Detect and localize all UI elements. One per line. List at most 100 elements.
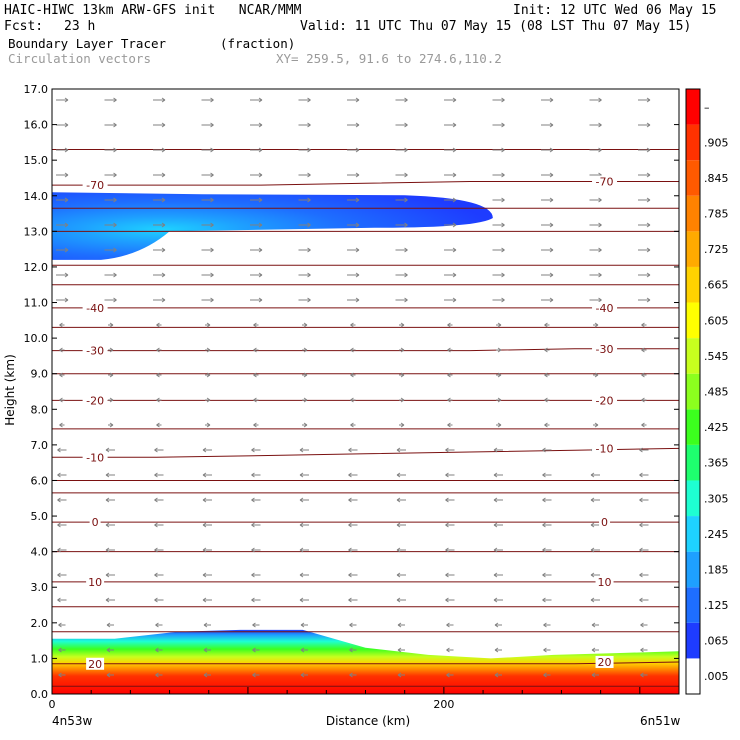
circulation-vector-head xyxy=(155,672,159,678)
temperature-contour-line xyxy=(52,447,679,458)
circulation-vector-head xyxy=(156,372,160,378)
circulation-vector-head xyxy=(501,272,505,278)
circulation-vector-head xyxy=(494,622,499,628)
y-tick-label: 11.0 xyxy=(24,297,49,310)
circulation-vector-head xyxy=(396,497,401,503)
circulation-vector-head xyxy=(445,472,449,478)
circulation-vector-head xyxy=(494,672,499,678)
circulation-vector-head xyxy=(161,222,166,228)
circulation-vector-head xyxy=(258,222,263,228)
circulation-vector-head xyxy=(445,447,449,453)
circulation-vector-head xyxy=(210,197,214,203)
contour-label-bg xyxy=(82,451,108,464)
circulation-vector-head xyxy=(210,297,214,303)
circulation-vector-head xyxy=(542,572,546,578)
circulation-vector-head xyxy=(113,122,117,128)
circulation-vector-head xyxy=(646,147,651,153)
contour-label-bg xyxy=(592,442,618,455)
colorbar-swatch xyxy=(686,516,700,552)
circulation-vector-head xyxy=(493,597,498,603)
circulation-vector-head xyxy=(105,547,110,553)
x-left-location: 4n53w xyxy=(52,714,93,728)
circulation-vector-head xyxy=(210,172,214,178)
circulation-vector-head xyxy=(155,622,159,628)
circulation-vector-head xyxy=(446,622,450,628)
circulation-vector-head xyxy=(161,122,166,128)
circulation-vector-head xyxy=(154,472,158,478)
circulation-vector-head xyxy=(154,522,158,528)
circulation-vector-head xyxy=(397,622,402,628)
y-tick-label: 10.0 xyxy=(24,332,49,345)
circulation-vector-head xyxy=(639,597,643,603)
circulation-vector-head xyxy=(202,497,207,503)
circulation-vector-head xyxy=(542,447,546,453)
colorbar-label: .785 xyxy=(704,208,729,221)
contour-label-bg xyxy=(592,301,618,314)
circulation-vector-head xyxy=(445,497,449,503)
circulation-vector-head xyxy=(400,372,405,378)
y-tick-label: 13.0 xyxy=(24,225,49,238)
colorbar-swatch xyxy=(686,195,700,232)
circulation-vector-head xyxy=(400,422,405,428)
circulation-vector-head xyxy=(109,322,114,328)
circulation-vector-head xyxy=(646,222,651,228)
circulation-vector-head xyxy=(497,397,502,403)
circulation-vector-head xyxy=(161,147,166,153)
circulation-vector-head xyxy=(452,97,457,103)
circulation-vector-head xyxy=(64,122,69,128)
colorbar-swatch xyxy=(686,373,700,410)
circulation-vector-head xyxy=(210,147,214,153)
colorbar-swatch xyxy=(686,266,700,303)
circulation-vector-head xyxy=(109,397,114,403)
x-right-location: 6n51w xyxy=(640,714,681,728)
circulation-vector-head xyxy=(202,547,207,553)
circulation-vector-head xyxy=(156,347,160,353)
circulation-vector-head xyxy=(641,397,645,403)
circulation-vector-head xyxy=(161,247,166,253)
circulation-vector-head xyxy=(452,272,457,278)
circulation-vector-head xyxy=(396,522,401,528)
contour-label: -10 xyxy=(596,442,614,455)
circulation-vector-head xyxy=(348,547,352,553)
circulation-vector-head xyxy=(497,347,502,353)
circulation-vector-head xyxy=(64,97,69,103)
circulation-vector-head xyxy=(493,547,498,553)
contour-label: -70 xyxy=(86,179,104,192)
circulation-vector-head xyxy=(156,322,160,328)
circulation-vector-head xyxy=(251,447,255,453)
circulation-vector-head xyxy=(206,397,211,403)
circulation-vector-head xyxy=(598,97,602,103)
colorbar-label: .485 xyxy=(704,386,729,399)
circulation-vector-head xyxy=(154,447,158,453)
circulation-vector-head xyxy=(639,472,643,478)
circulation-vector-head xyxy=(350,422,354,428)
circulation-vector-head xyxy=(348,447,352,453)
circulation-vector-head xyxy=(640,622,644,628)
circulation-vector-head xyxy=(202,447,207,453)
circulation-vector-head xyxy=(646,247,651,253)
circulation-vector-head xyxy=(646,122,651,128)
circulation-vector-head xyxy=(598,247,602,253)
circulation-vector-head xyxy=(452,222,457,228)
field-title: Boundary Layer Tracer xyxy=(8,36,167,51)
circulation-vector-head xyxy=(544,397,548,403)
plot-frame xyxy=(51,88,680,695)
y-tick-label: 17.0 xyxy=(24,83,49,96)
circulation-vector-head xyxy=(113,197,117,203)
y-tick-label: 12.0 xyxy=(24,261,49,274)
circulation-vector-head xyxy=(639,547,643,553)
circulation-vector-head xyxy=(253,347,257,353)
colorbar-label: .905 xyxy=(704,136,729,149)
circulation-vector-head xyxy=(106,622,111,628)
contour-label-bg xyxy=(82,394,108,407)
circulation-vector-head xyxy=(258,147,263,153)
circulation-vector-head xyxy=(404,197,408,203)
y-tick-label: 3.0 xyxy=(31,581,49,594)
circulation-vector-head xyxy=(251,522,255,528)
colorbar-label: .305 xyxy=(704,492,729,505)
circulation-vector-head xyxy=(591,622,596,628)
circulation-vector-head xyxy=(105,572,110,578)
circulation-vector-head xyxy=(404,97,408,103)
circulation-vector-head xyxy=(251,472,255,478)
contour-label: 0 xyxy=(92,516,99,529)
